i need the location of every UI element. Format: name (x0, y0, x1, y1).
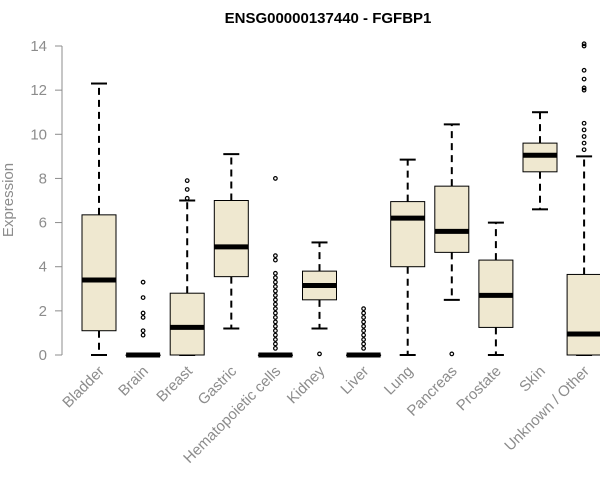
outlier-point (581, 134, 587, 139)
x-category-label: Prostate (453, 363, 505, 415)
outlier-point (273, 341, 278, 347)
outlier-point (581, 41, 587, 47)
outlier-point (361, 332, 367, 338)
box-bladder (81, 82, 117, 356)
x-category-label: Breast (153, 362, 196, 405)
box-unknown-other (566, 41, 600, 356)
outlier-point (184, 187, 190, 192)
outlier-point (140, 332, 146, 338)
y-tick-label: 12 (30, 82, 47, 99)
outlier-point (273, 345, 278, 351)
outlier-point (273, 275, 278, 281)
chart-title: ENSG00000137440 - FGFBP1 (225, 10, 432, 27)
outlier-point (581, 76, 587, 82)
y-tick-label: 0 (39, 347, 47, 364)
outlier-point (273, 337, 278, 342)
x-category-label: Lung (381, 363, 417, 399)
outlier-point (581, 120, 587, 126)
outlier-point (581, 67, 587, 73)
y-tick-label: 6 (39, 215, 47, 232)
x-category-label: Unknown / Other (501, 363, 593, 455)
y-tick-label: 2 (39, 303, 47, 320)
outlier-point (273, 332, 278, 338)
outlier-point (273, 297, 278, 303)
outlier-point (581, 140, 587, 146)
outlier-point (361, 345, 367, 351)
outlier-point (273, 284, 278, 289)
outlier-point (184, 178, 190, 184)
outlier-point (361, 341, 367, 347)
box-kidney (302, 241, 337, 357)
outlier-point (184, 195, 190, 201)
x-category-label: Kidney (284, 362, 329, 407)
outlier-point (273, 293, 278, 298)
box-body (434, 185, 470, 253)
outlier-point (361, 306, 367, 312)
outlier-point (361, 337, 367, 342)
box-body (81, 214, 117, 332)
box-group (81, 41, 600, 358)
y-tick-label: 8 (39, 170, 47, 187)
outlier-point (361, 315, 367, 320)
outlier-point (361, 319, 367, 325)
y-tick-label: 4 (39, 259, 47, 276)
outlier-point (449, 351, 455, 357)
outlier-point (581, 147, 587, 153)
outlier-point (317, 351, 322, 357)
y-tick-label: 10 (30, 126, 47, 143)
outlier-point (140, 279, 146, 285)
box-body (390, 201, 426, 268)
box-body (566, 273, 600, 356)
box-prostate (478, 221, 514, 356)
outlier-point (273, 257, 278, 263)
outlier-point (273, 319, 278, 325)
y-axis-label: Expression (0, 163, 17, 237)
outlier-point (581, 87, 587, 93)
outlier-point (273, 176, 278, 181)
y-axis: 0 2 4 6 8 10 12 14 (30, 38, 63, 364)
outlier-point (361, 328, 367, 334)
outlier-point (273, 310, 278, 316)
outlier-point (581, 43, 587, 49)
outlier-point (273, 288, 278, 294)
outlier-point (273, 279, 278, 285)
box-lung (390, 158, 426, 356)
box-skin (522, 111, 558, 211)
outlier-point (273, 270, 278, 276)
outlier-point (140, 315, 146, 320)
outlier-point (273, 315, 278, 320)
box-hematopoietic-cells (257, 176, 293, 358)
outlier-point (361, 310, 367, 316)
outlier-point (273, 253, 278, 259)
x-category-label: Bladder (59, 363, 108, 412)
outlier-point (581, 127, 587, 133)
box-body (213, 200, 249, 278)
outlier-point (581, 85, 587, 91)
box-breast (169, 178, 205, 356)
x-category-label: Skin (516, 363, 549, 396)
box-liver (346, 306, 382, 358)
box-gastric (213, 153, 249, 330)
x-category-label: Liver (337, 363, 372, 398)
outlier-point (273, 328, 278, 334)
outlier-point (273, 323, 278, 329)
x-category-label: Brain (115, 363, 152, 400)
box-body (169, 292, 205, 356)
outlier-point (140, 310, 146, 316)
y-tick-label: 14 (30, 38, 47, 55)
outlier-point (273, 301, 278, 307)
outlier-point (361, 323, 367, 329)
outlier-point (273, 306, 278, 312)
box-brain (125, 279, 161, 358)
box-pancreas (434, 123, 470, 357)
outlier-point (140, 328, 146, 334)
outlier-point (140, 295, 146, 301)
